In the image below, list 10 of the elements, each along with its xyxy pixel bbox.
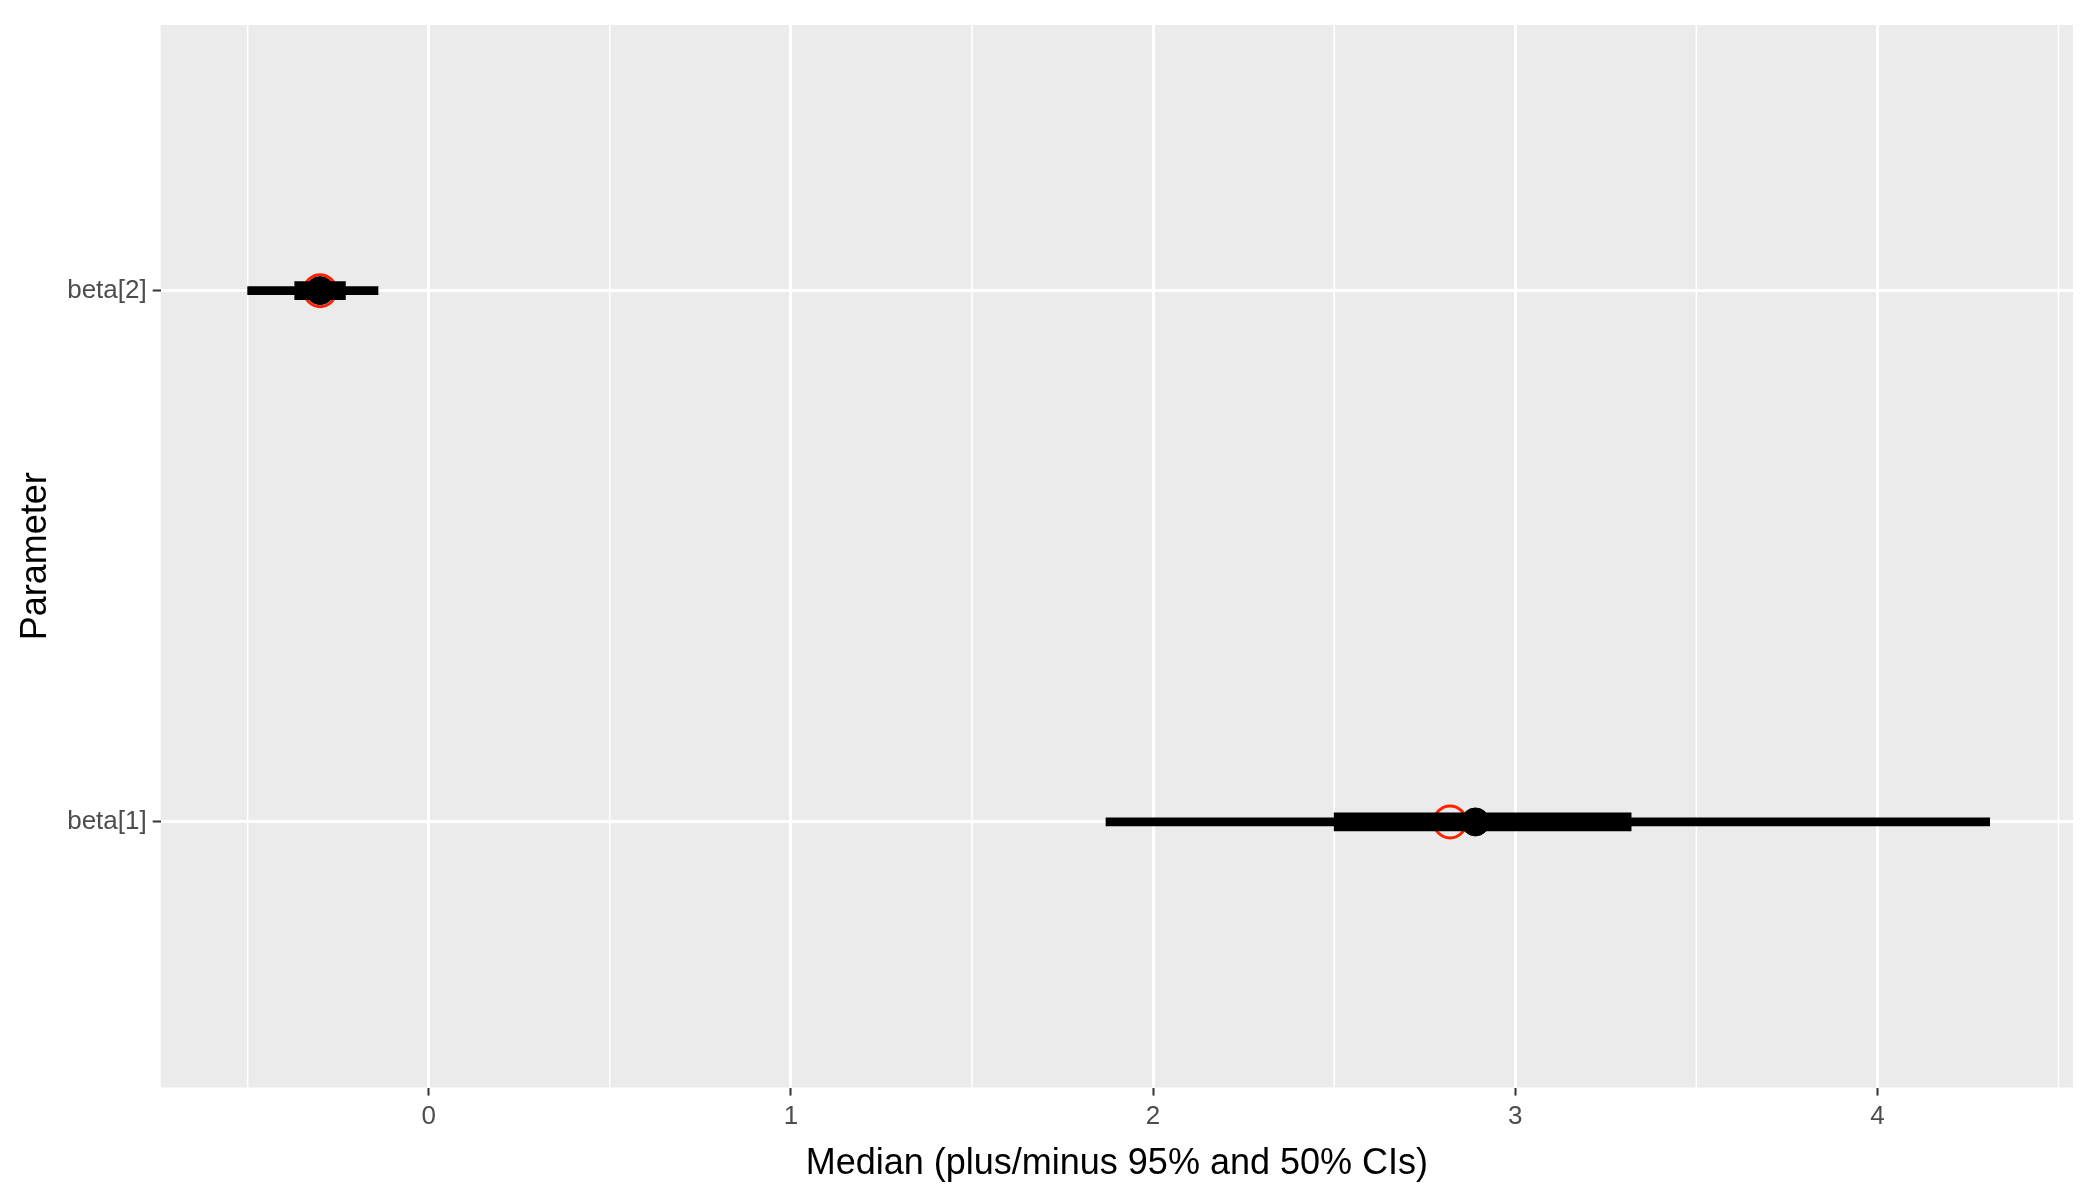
x-tick-label: 1 xyxy=(783,1100,799,1131)
y-tick-label: beta[2] xyxy=(67,273,147,304)
x-tick-label: 3 xyxy=(1508,1100,1523,1131)
y-axis-title: Parameter xyxy=(12,472,54,641)
x-axis-title: Median (plus/minus 95% and 50% CIs) xyxy=(805,1141,1429,1183)
x-tick-label: 2 xyxy=(1145,1100,1161,1131)
y-tick-label: beta[1] xyxy=(67,805,147,836)
x-tick-label: 0 xyxy=(421,1100,436,1131)
bar xyxy=(1105,817,1991,827)
x-tick-label: 4 xyxy=(1870,1100,1885,1131)
